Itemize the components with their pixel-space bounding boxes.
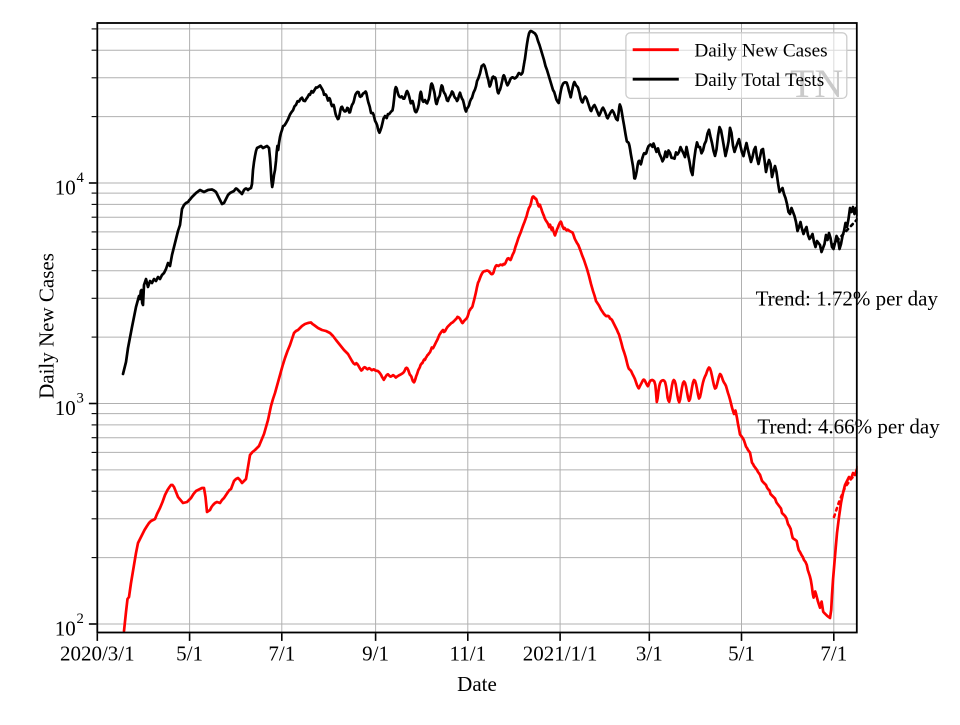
svg-text:7/1: 7/1 (820, 642, 847, 666)
svg-text:4: 4 (77, 170, 85, 186)
svg-text:2021/1/1: 2021/1/1 (523, 642, 598, 666)
svg-text:Date: Date (457, 672, 497, 696)
svg-text:9/1: 9/1 (362, 642, 389, 666)
svg-text:7/1: 7/1 (268, 642, 295, 666)
svg-text:10: 10 (55, 176, 76, 200)
svg-text:Trend: 4.66% per day: Trend: 4.66% per day (757, 415, 940, 439)
svg-text:2020/3/1: 2020/3/1 (60, 642, 135, 666)
svg-text:5/1: 5/1 (176, 642, 203, 666)
svg-text:Trend: 1.72% per day: Trend: 1.72% per day (756, 287, 939, 311)
svg-text:10: 10 (55, 617, 76, 641)
svg-text:10: 10 (55, 396, 76, 420)
svg-text:5/1: 5/1 (728, 642, 755, 666)
svg-text:3/1: 3/1 (636, 642, 663, 666)
svg-text:Daily New Cases: Daily New Cases (35, 253, 59, 399)
svg-text:Daily Total Tests: Daily Total Tests (694, 70, 824, 91)
svg-text:11/1: 11/1 (450, 642, 487, 666)
svg-text:Daily New Cases: Daily New Cases (694, 40, 827, 61)
svg-text:3: 3 (77, 390, 84, 406)
svg-text:2: 2 (77, 611, 84, 627)
